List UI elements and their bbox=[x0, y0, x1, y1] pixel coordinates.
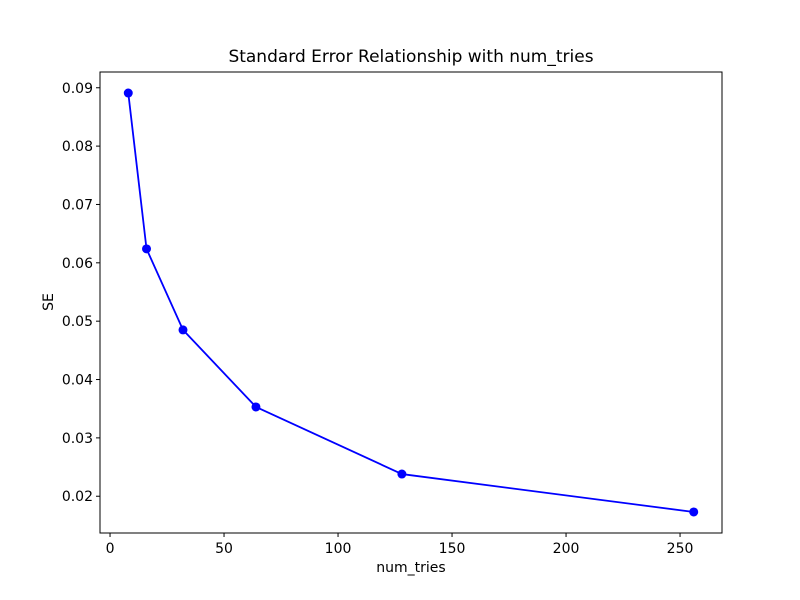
se-line bbox=[127, 92, 694, 513]
y-tick-label: 0.07 bbox=[62, 197, 93, 213]
x-tick-label: 50 bbox=[215, 541, 233, 557]
y-tick-label: 0.06 bbox=[62, 256, 93, 272]
y-tick-label: 0.04 bbox=[62, 373, 93, 389]
axes-spines bbox=[99, 71, 723, 534]
x-tick-label: 100 bbox=[325, 541, 352, 557]
plot-area: 0 50 100 150 200 250 0.02 0.03 0.04 0.05 0.06 0.07 0… bbox=[62, 71, 723, 557]
x-axis-label: num_tries bbox=[376, 560, 445, 576]
x-tick-label: 250 bbox=[667, 541, 694, 557]
data-point-marker bbox=[397, 469, 407, 479]
x-tick-label: 0 bbox=[106, 541, 115, 557]
data-point-marker bbox=[123, 88, 133, 98]
y-tick-label: 0.03 bbox=[62, 431, 93, 447]
x-tick-label: 150 bbox=[439, 541, 466, 557]
y-tick-label: 0.02 bbox=[62, 489, 93, 505]
y-tick-label: 0.05 bbox=[62, 314, 93, 330]
chart-title: Standard Error Relationship with num_tri… bbox=[228, 47, 593, 67]
y-tick-label: 0.08 bbox=[62, 139, 93, 155]
data-point-marker bbox=[178, 325, 188, 335]
x-tick-label: 200 bbox=[553, 541, 580, 557]
data-point-marker bbox=[142, 244, 152, 254]
data-point-marker bbox=[689, 507, 699, 517]
y-tick-label: 0.09 bbox=[62, 81, 93, 97]
data-point-marker bbox=[251, 402, 261, 412]
y-axis-label: SE bbox=[41, 293, 57, 311]
